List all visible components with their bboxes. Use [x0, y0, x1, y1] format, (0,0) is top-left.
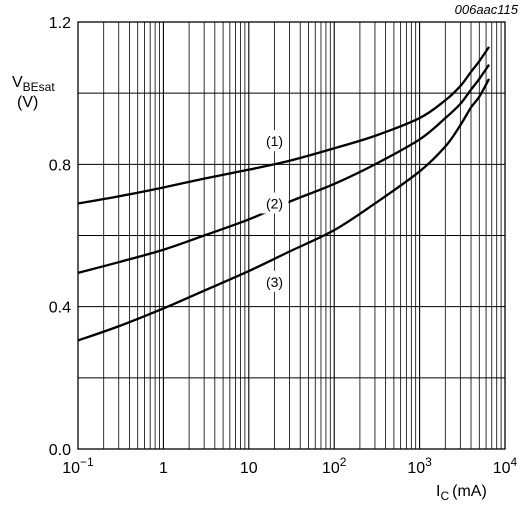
- series-layer: [77, 46, 491, 342]
- x-tick-label: 10: [240, 460, 258, 477]
- x-tick-label: 103: [407, 455, 432, 477]
- x-tick-exponent: 4: [511, 455, 518, 469]
- x-tick-label: 1: [159, 460, 168, 477]
- y-tick-labels: 0.0 0.4 0.8 1.2: [49, 15, 71, 459]
- x-axis-label-sub: C: [440, 489, 449, 503]
- x-tick-base: 10: [407, 460, 425, 477]
- x-tick-label: 10−1: [62, 455, 94, 477]
- curve-label-bg: [260, 270, 289, 292]
- x-tick-base: 10: [493, 460, 511, 477]
- figure-id: 006aac115: [455, 2, 519, 17]
- curve-label-3: (3): [266, 274, 283, 290]
- x-axis-label: IC (mA): [436, 483, 487, 503]
- x-tick-exponent: 3: [425, 455, 432, 469]
- curve-label-bg: [260, 192, 289, 214]
- x-tick-label: 102: [322, 455, 347, 477]
- curve-label-2: (2): [266, 195, 283, 211]
- series-line-2: [77, 64, 490, 274]
- series-line-1: [77, 46, 490, 205]
- x-tick-exponent: −1: [80, 455, 94, 469]
- y-tick-label: 0.8: [49, 157, 71, 174]
- x-axis-label-main: I: [436, 483, 440, 500]
- series-line-3: [77, 78, 491, 342]
- curve-label-1: (1): [266, 133, 283, 149]
- x-axis-label-unit: (mA): [452, 483, 487, 500]
- y-tick-label: 0.4: [49, 300, 71, 317]
- y-axis-label: VBEsat: [12, 74, 55, 94]
- x-tick-label: 104: [493, 455, 518, 477]
- annotation-layer: (1) (2) (3): [260, 130, 289, 292]
- curve-label-bg: [260, 130, 289, 152]
- x-tick-exponent: 2: [340, 455, 347, 469]
- y-tick-label: 1.2: [49, 15, 71, 32]
- plot-frame: [77, 21, 506, 450]
- x-tick-labels: 10−1 1 10 102 103 104: [62, 455, 517, 477]
- x-tick-base: 10: [322, 460, 340, 477]
- y-tick-label: 0.0: [49, 442, 71, 459]
- x-tick-base: 10: [62, 460, 80, 477]
- grid: [78, 22, 505, 449]
- y-axis-unit: (V): [17, 94, 38, 111]
- y-axis-label-sub: BEsat: [23, 80, 56, 94]
- y-axis-label-main: V: [12, 74, 23, 91]
